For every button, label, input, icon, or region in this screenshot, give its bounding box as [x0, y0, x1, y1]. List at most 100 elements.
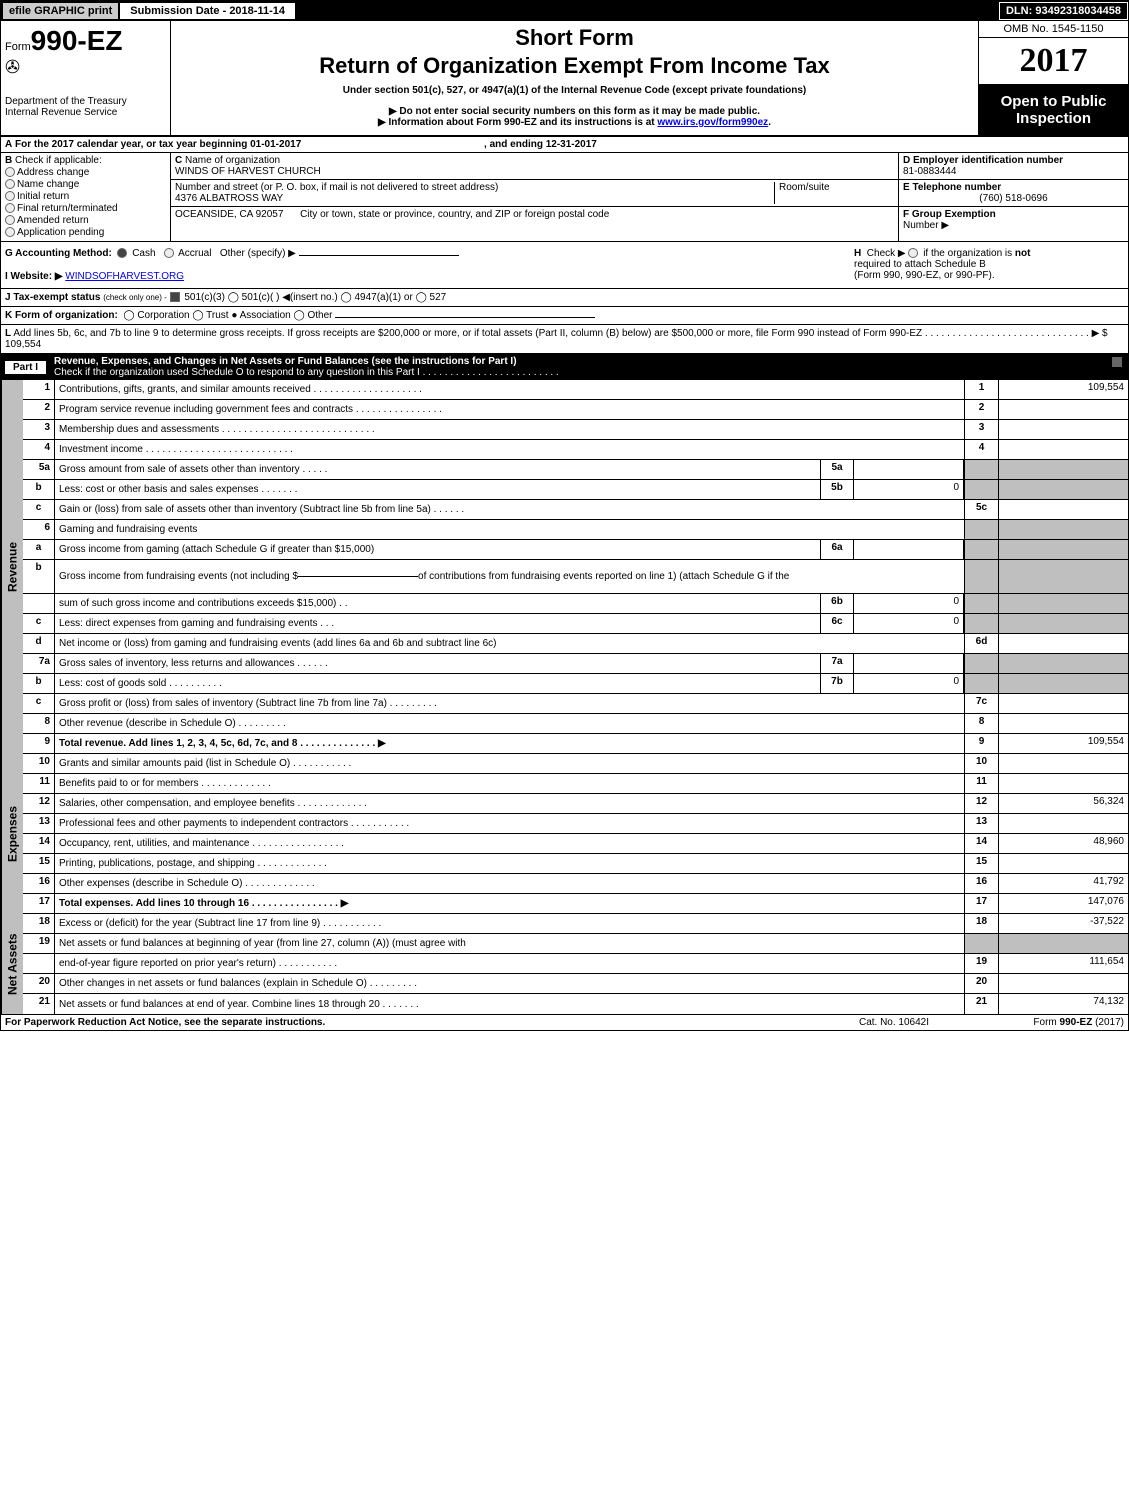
submission-date-box: Submission Date - 2018-11-14: [120, 3, 295, 19]
g-label: G Accounting Method:: [5, 248, 112, 259]
checkbox-501c3[interactable]: [170, 292, 180, 302]
cv-17: 147,076: [998, 894, 1128, 913]
radio-accrual[interactable]: [164, 248, 174, 258]
irs-eagle-icon: ✇: [5, 57, 166, 78]
grey-6: [964, 520, 998, 539]
tax-year: 2017: [979, 38, 1128, 85]
open-to-public-box: Open to Public Inspection: [979, 85, 1128, 135]
k-other-input[interactable]: [335, 317, 595, 318]
h-text3: not: [1015, 248, 1031, 259]
cv-20: [998, 974, 1128, 993]
grey-5b: [964, 480, 998, 499]
checkbox-final-return[interactable]: [5, 203, 15, 213]
g-other-input[interactable]: [299, 255, 459, 256]
cn-17: 17: [964, 894, 998, 913]
city-value: OCEANSIDE, CA 92057: [175, 209, 283, 220]
desc-7a: Gross sales of inventory, less returns a…: [55, 654, 820, 673]
chk-label-2: Initial return: [17, 191, 69, 202]
city-label: City or town, state or province, country…: [300, 209, 609, 220]
under-section-text: Under section 501(c), 527, or 4947(a)(1)…: [179, 85, 970, 96]
form-page: efile GRAPHIC print Submission Date - 20…: [0, 0, 1129, 1031]
dept-treasury: Department of the Treasury: [5, 96, 166, 107]
desc-5a: Gross amount from sale of assets other t…: [55, 460, 820, 479]
grey-7a-v: [998, 654, 1128, 673]
netassets-group: Net Assets 18Excess or (deficit) for the…: [1, 914, 1128, 1014]
cn-6d: 6d: [964, 634, 998, 653]
ln-13: 13: [23, 814, 55, 833]
footer-right-suf: (2017): [1092, 1017, 1124, 1028]
line-a-label: A: [5, 139, 12, 150]
section-gh: G Accounting Method: Cash Accrual Other …: [1, 242, 1128, 289]
input-6b-amount[interactable]: [298, 576, 418, 577]
ln-16: 16: [23, 874, 55, 893]
grey-5b-v: [998, 480, 1128, 499]
dept-irs: Internal Revenue Service: [5, 107, 166, 118]
cn-10: 10: [964, 754, 998, 773]
section-c: C Name of organization WINDS OF HARVEST …: [171, 153, 898, 241]
revenue-group: Revenue 1Contributions, gifts, grants, a…: [1, 380, 1128, 754]
k-label: K Form of organization:: [5, 310, 118, 321]
ln-15: 15: [23, 854, 55, 873]
desc-8: Other revenue (describe in Schedule O) .…: [55, 714, 964, 733]
efile-print-button[interactable]: efile GRAPHIC print: [3, 3, 118, 19]
desc-2: Program service revenue including govern…: [55, 400, 964, 419]
chk-label-4: Amended return: [17, 215, 89, 226]
top-bar: efile GRAPHIC print Submission Date - 20…: [1, 1, 1128, 21]
checkbox-h[interactable]: [908, 248, 918, 258]
footer-mid: Cat. No. 10642I: [814, 1017, 974, 1028]
mv-7a: [854, 654, 964, 673]
h-label: H: [854, 248, 861, 259]
mn-7b: 7b: [820, 674, 854, 693]
grey-6a-v: [998, 540, 1128, 559]
ln-6b: b: [23, 560, 55, 593]
grey-7b-v: [998, 674, 1128, 693]
checkbox-name-change[interactable]: [5, 179, 15, 189]
ln-20: 20: [23, 974, 55, 993]
g-other: Other (specify) ▶: [220, 248, 296, 259]
ln-5b: b: [23, 480, 55, 499]
mn-6c: 6c: [820, 614, 854, 633]
section-g: G Accounting Method: Cash Accrual Other …: [5, 248, 854, 282]
cv-13: [998, 814, 1128, 833]
radio-cash[interactable]: [117, 248, 127, 258]
ln-6c: c: [23, 614, 55, 633]
desc-12: Salaries, other compensation, and employ…: [55, 794, 964, 813]
checkbox-schedule-o[interactable]: [1112, 357, 1122, 367]
grey-7a: [964, 654, 998, 673]
ln-19: 19: [23, 934, 55, 953]
desc-6b2: sum of such gross income and contributio…: [55, 594, 820, 613]
j-opts: 501(c)(3) ◯ 501(c)( ) ◀(insert no.) ◯ 49…: [184, 292, 446, 303]
footer-right-form: 990-EZ: [1060, 1017, 1093, 1028]
c-label: C: [175, 155, 182, 166]
website-link[interactable]: WINDSOFHARVEST.ORG: [65, 271, 184, 282]
g-accrual: Accrual: [178, 248, 211, 259]
info-text: ▶ Information about Form 990-EZ and its …: [378, 117, 657, 128]
mv-6a: [854, 540, 964, 559]
checkbox-address-change[interactable]: [5, 167, 15, 177]
checkbox-amended-return[interactable]: [5, 215, 15, 225]
grey-7b: [964, 674, 998, 693]
desc-11: Benefits paid to or for members . . . . …: [55, 774, 964, 793]
cn-20: 20: [964, 974, 998, 993]
open-public-line2: Inspection: [981, 110, 1126, 127]
info-link[interactable]: www.irs.gov/form990ez: [657, 117, 768, 128]
grey-6b2: [964, 594, 998, 613]
g-cash: Cash: [132, 248, 155, 259]
section-h: H Check ▶ if the organization is not req…: [854, 248, 1124, 282]
section-l: L Add lines 5b, 6c, and 7b to line 9 to …: [1, 325, 1128, 354]
cn-21: 21: [964, 994, 998, 1014]
desc-19: Net assets or fund balances at beginning…: [55, 934, 964, 953]
cn-9: 9: [964, 734, 998, 753]
info-line: ▶ Information about Form 990-EZ and its …: [179, 117, 970, 128]
checkbox-initial-return[interactable]: [5, 191, 15, 201]
desc-15: Printing, publications, postage, and shi…: [55, 854, 964, 873]
street-label: Number and street (or P. O. box, if mail…: [175, 182, 498, 193]
side-label-revenue: Revenue: [1, 380, 23, 754]
short-form-title: Short Form: [179, 25, 970, 51]
cv-2: [998, 400, 1128, 419]
f-label2: Number ▶: [903, 220, 949, 231]
grey-19-v: [998, 934, 1128, 953]
cv-1: 109,554: [998, 380, 1128, 399]
checkbox-application-pending[interactable]: [5, 227, 15, 237]
grey-19: [964, 934, 998, 953]
